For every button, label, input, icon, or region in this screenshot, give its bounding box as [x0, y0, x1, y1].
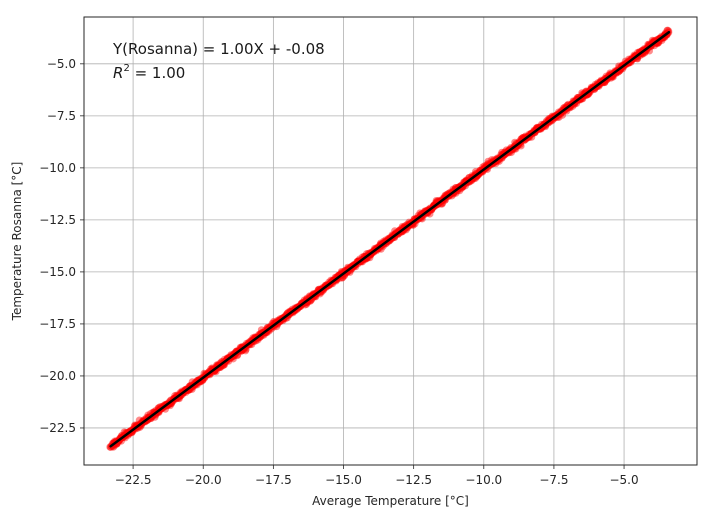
- grid-lines: [84, 17, 697, 465]
- y-tick-label: −7.5: [47, 109, 76, 123]
- x-tick-label: −17.5: [255, 473, 292, 487]
- regression-line: [109, 30, 671, 448]
- x-tick-label: −15.0: [325, 473, 362, 487]
- r-squared-symbol: R: [113, 64, 123, 82]
- x-tick-label: −20.0: [185, 473, 222, 487]
- y-tick-label: −5.0: [47, 57, 76, 71]
- data-point: [391, 227, 399, 235]
- y-tick-label: −17.5: [39, 317, 76, 331]
- x-tick-label: −5.0: [609, 473, 638, 487]
- data-point: [135, 416, 143, 424]
- y-tick-label: −10.0: [39, 161, 76, 175]
- y-tick-label: −20.0: [39, 369, 76, 383]
- regression-equation: Y(Rosanna) = 1.00X + -0.08: [112, 40, 325, 58]
- plot-frame: [83, 16, 698, 466]
- x-axis-label: Average Temperature [°C]: [312, 494, 469, 508]
- y-tick-label: −22.5: [39, 421, 76, 435]
- y-axis-ticks: −22.5 −20.0 −17.5 −15.0 −12.5 −10.0 −7.5 −5.0: [39, 57, 84, 435]
- x-tick-label: −10.0: [465, 473, 502, 487]
- x-tick-label: −7.5: [539, 473, 568, 487]
- y-axis-label: Temperature Rosanna [°C]: [10, 162, 24, 322]
- r-squared-value: = 1.00: [130, 64, 186, 82]
- y-tick-label: −12.5: [39, 213, 76, 227]
- data-point: [484, 157, 492, 165]
- x-axis-ticks: −22.5 −20.0 −17.5 −15.0 −12.5 −10.0 −7.5 −5.0: [115, 465, 639, 487]
- r-squared-exponent: 2: [123, 63, 129, 74]
- x-tick-label: −22.5: [115, 473, 152, 487]
- x-tick-label: −12.5: [395, 473, 432, 487]
- r-squared-annotation: R2 = 1.00: [113, 63, 185, 82]
- y-tick-label: −15.0: [39, 265, 76, 279]
